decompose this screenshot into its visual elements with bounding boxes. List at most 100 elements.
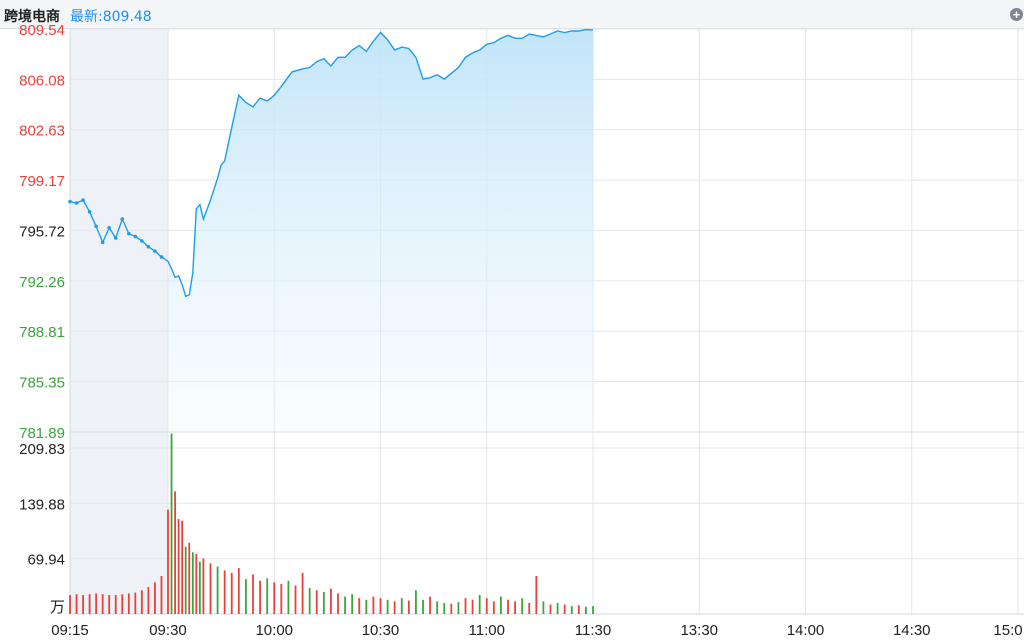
volume-bar <box>259 580 261 614</box>
volume-bar <box>280 583 283 614</box>
price-tick-label: 792.26 <box>19 274 65 291</box>
preopen-point <box>74 201 79 205</box>
price-tick-label: 802.63 <box>19 123 65 140</box>
time-tick-label: 10:30 <box>362 622 400 639</box>
time-tick-label: 13:30 <box>680 622 718 639</box>
volume-bar <box>237 568 240 614</box>
volume-tick-label: 69.94 <box>27 552 65 569</box>
volume-bar <box>198 561 201 614</box>
preopen-point <box>146 244 151 249</box>
volume-bar <box>82 595 84 614</box>
volume-bar <box>170 433 173 614</box>
volume-bar <box>167 509 169 614</box>
volume-bar <box>273 582 276 614</box>
volume-bar <box>202 558 205 614</box>
volume-bar <box>308 587 311 614</box>
time-tick-label: 10:00 <box>255 622 293 639</box>
volume-bar <box>443 602 446 614</box>
volume-bar <box>386 599 389 614</box>
volume-bar <box>393 601 396 614</box>
volume-bar <box>216 566 219 614</box>
volume-bar <box>191 552 194 614</box>
volume-bar <box>230 572 233 614</box>
preopen-point <box>127 231 131 236</box>
price-area <box>168 29 593 432</box>
volume-bar <box>181 520 184 614</box>
volume-bar <box>528 602 531 614</box>
volume-bar <box>549 604 552 614</box>
volume-bar <box>365 599 368 614</box>
volume-bar <box>134 592 137 614</box>
latest-price: 最新:809.48 <box>70 9 152 25</box>
volume-bar <box>492 601 495 614</box>
volume-bar <box>450 603 453 614</box>
volume-bar <box>252 574 254 614</box>
preopen-point <box>68 199 72 204</box>
volume-bar <box>184 546 187 614</box>
volume-bar <box>294 585 297 614</box>
plus-circle-icon[interactable]: + <box>1010 8 1023 21</box>
volume-bar <box>585 606 587 614</box>
volume-bar <box>535 576 538 614</box>
volume-bar <box>188 542 191 614</box>
volume-tick-label: 209.83 <box>19 441 65 458</box>
volume-bar <box>337 593 339 614</box>
volume-unit-label: 万 <box>50 599 65 616</box>
volume-bar <box>322 591 325 614</box>
stock-name: 跨境电商 <box>4 9 60 25</box>
volume-bar <box>464 598 467 614</box>
preopen-point <box>113 236 118 240</box>
preopen-point <box>153 249 157 253</box>
volume-bar <box>507 599 509 614</box>
price-tick-label: 799.17 <box>19 173 65 190</box>
preopen-point <box>159 255 164 259</box>
volume-bar <box>563 604 566 614</box>
preopen-point <box>100 240 105 245</box>
volume-bar <box>514 601 516 614</box>
volume-bar <box>121 594 124 614</box>
volume-bar <box>471 599 474 614</box>
volume-bar <box>127 593 130 614</box>
time-tick-label: 15:0 <box>993 622 1022 639</box>
preopen-shade <box>70 29 168 614</box>
preopen-point <box>120 217 125 221</box>
volume-bar <box>114 595 117 614</box>
volume-bar <box>75 594 78 614</box>
time-tick-label: 11:30 <box>575 622 611 639</box>
price-tick-label: 781.89 <box>19 425 65 442</box>
volume-bar <box>245 579 247 614</box>
volume-bar <box>344 596 346 614</box>
volume-bar <box>174 491 176 614</box>
volume-bar <box>500 596 502 614</box>
volume-bar <box>154 582 156 614</box>
volume-bar <box>422 599 424 614</box>
price-tick-label: 795.72 <box>19 223 65 240</box>
preopen-point <box>140 239 144 243</box>
volume-bar <box>95 593 98 614</box>
preopen-point <box>94 224 98 229</box>
volume-bar <box>177 519 180 614</box>
volume-bar <box>556 602 559 614</box>
volume-bar <box>330 588 332 614</box>
volume-bar <box>101 594 104 614</box>
volume-bar <box>195 553 198 614</box>
time-tick-label: 09:15 <box>51 622 89 639</box>
preopen-point <box>133 234 138 239</box>
volume-bar <box>570 606 573 614</box>
preopen-point <box>107 226 111 230</box>
volume-bar <box>108 595 111 614</box>
volume-bar <box>223 570 226 614</box>
volume-bar <box>69 595 71 614</box>
volume-bar <box>457 602 460 614</box>
volume-bar <box>436 601 439 614</box>
price-line <box>69 28 594 298</box>
time-tick-label: 09:30 <box>149 622 187 639</box>
time-tick-label: 11:00 <box>469 622 505 639</box>
price-tick-label: 809.54 <box>19 22 65 39</box>
time-tick-label: 14:00 <box>787 622 825 639</box>
volume-bar <box>485 598 488 614</box>
volume-bar <box>429 596 431 614</box>
volume-bar <box>88 594 91 614</box>
volume-bar <box>209 563 212 614</box>
